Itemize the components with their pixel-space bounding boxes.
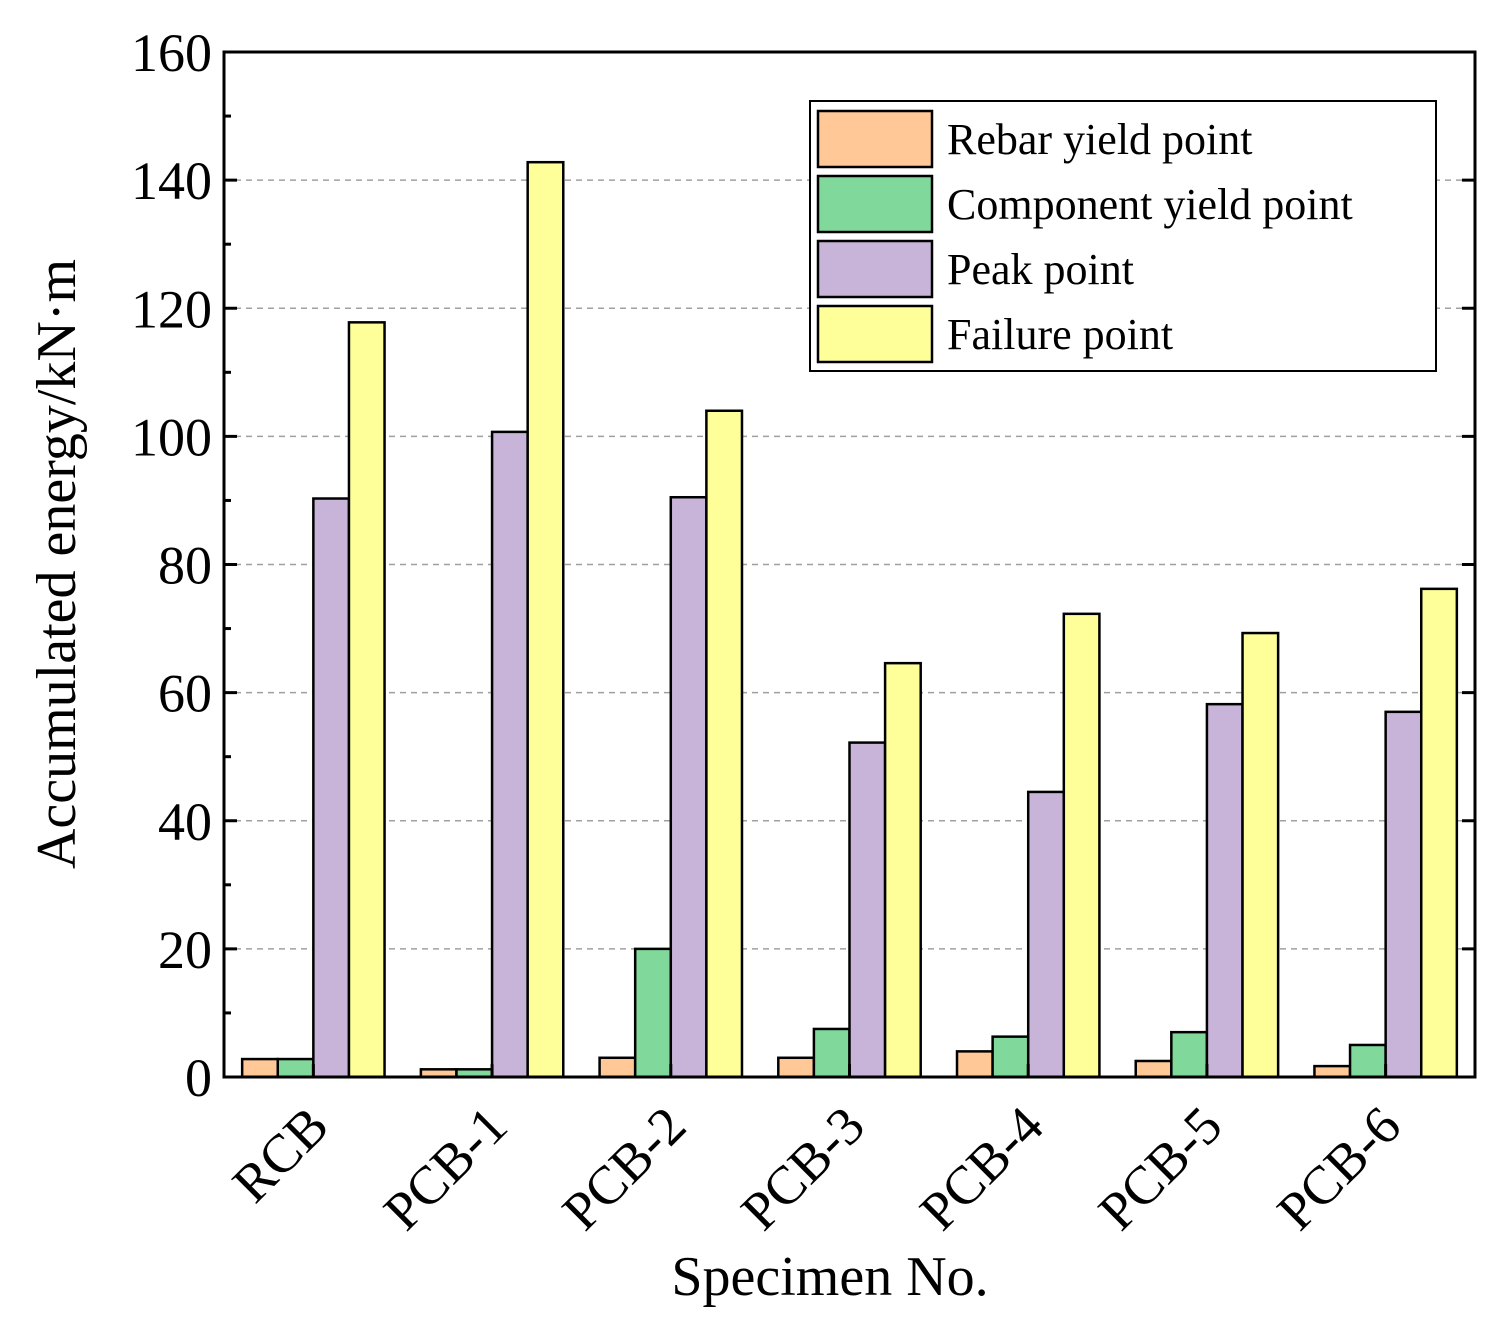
y-tick-label: 160 (131, 23, 212, 83)
x-tick-label: PCB-3 (730, 1095, 876, 1241)
x-tick-label: PCB-2 (551, 1095, 697, 1241)
y-tick-label: 80 (158, 536, 212, 596)
legend-label: Failure point (947, 310, 1173, 359)
bar-pcb-2-component-yield-point (633, 947, 673, 1079)
y-tick-label: 60 (158, 664, 212, 724)
y-tick-label: 120 (131, 279, 212, 339)
y-tick-label: 20 (158, 920, 212, 980)
bar-pcb-4-component-yield-point (991, 1035, 1030, 1079)
bar-pcb-3-peak-point (848, 741, 887, 1079)
bar-pcb-5-rebar-yield-point (1134, 1059, 1173, 1079)
x-tick-label: RCB (221, 1095, 340, 1214)
bar-pcb-3-component-yield-point (812, 1027, 851, 1079)
bar-pcb-2-peak-point (669, 495, 708, 1079)
x-tick-label: PCB-4 (908, 1095, 1054, 1241)
legend-label: Peak point (947, 245, 1134, 294)
x-tick-label: PCB-5 (1087, 1095, 1233, 1241)
legend: Rebar yield point Component yield point Pe… (809, 100, 1437, 372)
bar-pcb-6-rebar-yield-point (1313, 1064, 1352, 1079)
bar-pcb-5-failure-point (1241, 631, 1280, 1079)
y-axis-title: Accumulated energy/kN·m (26, 259, 88, 869)
x-tick-label: PCB-6 (1266, 1095, 1412, 1241)
bar-pcb-6-component-yield-point (1348, 1043, 1387, 1079)
legend-swatch (816, 304, 934, 364)
bar-pcb-5-component-yield-point (1170, 1030, 1209, 1079)
bar-pcb-3-rebar-yield-point (777, 1056, 816, 1079)
bar-pcb-4-peak-point (1026, 790, 1066, 1079)
y-tick-labels: 0 20 40 60 80 100 120 140 160 (131, 23, 212, 1108)
y-tick-label: 40 (158, 792, 212, 852)
bar-rcb-component-yield-point (276, 1057, 315, 1079)
legend-label: Rebar yield point (947, 115, 1253, 164)
bar-pcb-5-peak-point (1205, 702, 1244, 1079)
legend-swatch (816, 239, 934, 299)
bar-rcb-peak-point (312, 497, 351, 1079)
legend-swatch (816, 174, 934, 234)
bar-pcb-4-rebar-yield-point (955, 1050, 994, 1079)
bars (240, 160, 1459, 1079)
bar-pcb-2-rebar-yield-point (598, 1056, 637, 1079)
bar-pcb-1-peak-point (490, 430, 529, 1079)
bar-pcb-4-failure-point (1062, 612, 1101, 1079)
bar-pcb-2-failure-point (705, 409, 744, 1079)
bar-pcb-1-failure-point (526, 160, 565, 1079)
x-axis-title: Specimen No. (671, 1246, 988, 1308)
x-tick-labels: RCB PCB-1 PCB-2 PCB-3 PCB-4 PCB-5 PCB-6 (221, 1095, 1412, 1241)
bar-pcb-3-failure-point (883, 661, 922, 1079)
axis-ticks (224, 50, 1475, 1079)
y-tick-label: 140 (131, 151, 212, 211)
bar-rcb-rebar-yield-point (240, 1057, 280, 1079)
y-tick-label: 100 (131, 407, 212, 467)
bar-pcb-6-peak-point (1384, 710, 1423, 1079)
legend-swatch (816, 109, 934, 169)
x-tick-label: PCB-1 (372, 1095, 518, 1241)
bar-rcb-failure-point (347, 321, 386, 1079)
legend-label: Component yield point (947, 180, 1353, 229)
y-tick-label: 0 (185, 1048, 212, 1108)
bar-pcb-6-failure-point (1419, 587, 1459, 1079)
